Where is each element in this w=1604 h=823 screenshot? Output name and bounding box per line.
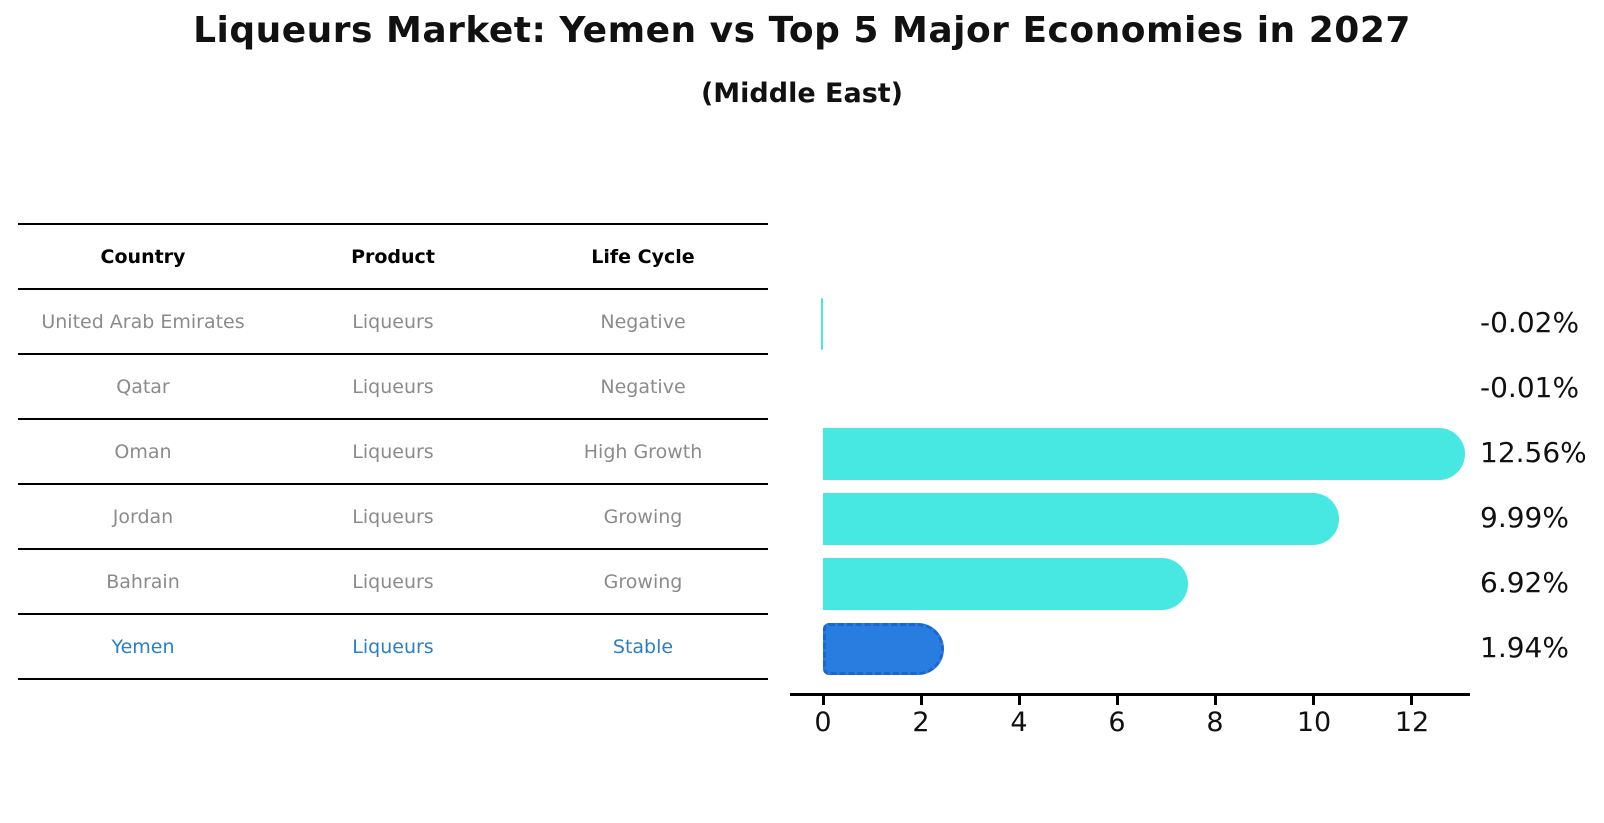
bar-value-label: 6.92%	[1480, 566, 1569, 599]
x-tick-label: 12	[1394, 707, 1430, 738]
x-tick-label: 2	[912, 707, 930, 738]
bar-value-label: 9.99%	[1480, 501, 1569, 534]
cell-product: Liqueurs	[352, 635, 434, 658]
cell-country: Yemen	[111, 635, 175, 658]
bar	[823, 428, 1465, 480]
cell-life-cycle: High Growth	[583, 440, 703, 463]
bar-value-label: -0.02%	[1480, 306, 1580, 339]
cell-life-cycle: Negative	[600, 310, 686, 333]
cell-life-cycle: Stable	[612, 635, 674, 658]
bar	[823, 493, 1339, 545]
table-row-highlight-yemen: Yemen Liqueurs Stable	[18, 615, 768, 680]
cell-product: Liqueurs	[352, 570, 434, 593]
column-header-country: Country	[100, 245, 186, 268]
x-axis-line	[790, 693, 1470, 696]
bar	[823, 558, 1188, 610]
x-tick	[1410, 696, 1413, 705]
column-header-product: Product	[351, 245, 435, 268]
x-tick-label: 10	[1296, 707, 1332, 738]
cell-country: Qatar	[116, 375, 170, 398]
x-tick	[1018, 696, 1021, 705]
x-tick	[920, 696, 923, 705]
cell-country: Jordan	[112, 505, 174, 528]
cell-product: Liqueurs	[352, 310, 434, 333]
x-tick-label: 8	[1206, 707, 1224, 738]
x-tick	[1214, 696, 1217, 705]
cell-country: Oman	[114, 440, 172, 463]
x-tick	[822, 696, 825, 705]
bar-value-label: 1.94%	[1480, 631, 1569, 664]
table-row: United Arab Emirates Liqueurs Negative	[18, 290, 768, 355]
column-header-life-cycle: Life Cycle	[591, 245, 695, 268]
cell-product: Liqueurs	[352, 440, 434, 463]
chart-title: Liqueurs Market: Yemen vs Top 5 Major Ec…	[193, 10, 1411, 51]
cell-life-cycle: Growing	[603, 570, 683, 593]
table-row: Jordan Liqueurs Growing	[18, 485, 768, 550]
table-row: Bahrain Liqueurs Growing	[18, 550, 768, 615]
cell-country: Bahrain	[106, 570, 180, 593]
x-tick-label: 6	[1108, 707, 1126, 738]
bar-highlight-yemen	[823, 623, 944, 675]
cell-country: United Arab Emirates	[41, 310, 245, 333]
bar-value-label: -0.01%	[1480, 371, 1580, 404]
cell-product: Liqueurs	[352, 505, 434, 528]
cell-life-cycle: Growing	[603, 505, 683, 528]
cell-life-cycle: Negative	[600, 375, 686, 398]
comparison-table: Country Product Life Cycle United Arab E…	[18, 223, 768, 680]
bar	[821, 298, 823, 350]
cell-product: Liqueurs	[352, 375, 434, 398]
x-tick	[1312, 696, 1315, 705]
x-tick	[1116, 696, 1119, 705]
chart-subtitle: (Middle East)	[700, 78, 904, 109]
x-tick-label: 4	[1010, 707, 1028, 738]
table-row: Qatar Liqueurs Negative	[18, 355, 768, 420]
table-row: Oman Liqueurs High Growth	[18, 420, 768, 485]
bar-value-label: 12.56%	[1480, 436, 1587, 469]
table-header-row: Country Product Life Cycle	[18, 225, 768, 290]
x-tick-label: 0	[814, 707, 832, 738]
